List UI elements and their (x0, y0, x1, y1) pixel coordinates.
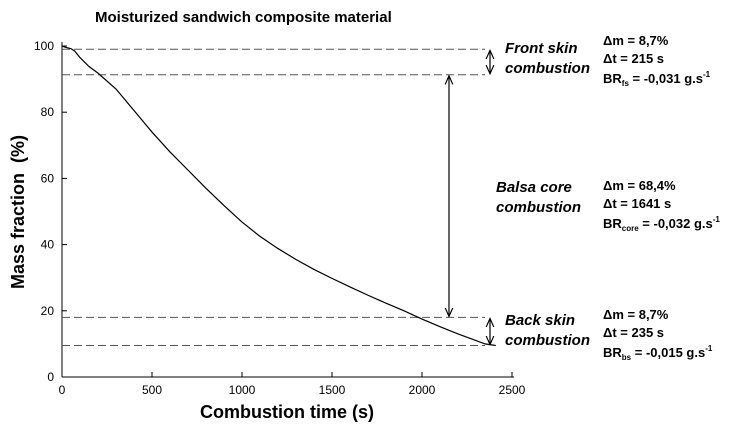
br-sub: fs (622, 79, 630, 88)
x-tick-label: 0 (59, 383, 66, 397)
annotation-label: combustion (505, 60, 590, 77)
delta-t: Δt = 1641 s (603, 196, 671, 211)
x-tick-label: 2000 (409, 383, 436, 397)
x-tick-label: 500 (142, 383, 162, 397)
y-tick-label: 40 (41, 238, 55, 252)
y-tick-label: 60 (41, 171, 55, 185)
y-tick-label: 20 (41, 304, 55, 318)
annotation-label: combustion (496, 199, 581, 216)
br-base: BR (603, 71, 622, 86)
burning-rate: BRfs = -0,031 g.s-1 (603, 70, 711, 88)
chart-title: Moisturized sandwich composite material (95, 9, 392, 26)
x-tick-label: 2500 (499, 383, 526, 397)
br-text: = -0,031 g.s (629, 71, 703, 86)
br-sup: -1 (703, 70, 711, 79)
burning-rate: BRcore = -0,032 g.s-1 (603, 215, 720, 233)
delta-m: Δm = 8,7% (603, 33, 669, 48)
br-sup: -1 (705, 344, 713, 353)
delta-t: Δt = 215 s (603, 51, 664, 66)
br-base: BR (603, 345, 622, 360)
y-axis-label: Mass fraction (%) (8, 135, 28, 289)
br-sub: bs (622, 353, 632, 362)
annotation-label: combustion (505, 332, 590, 349)
annotation-label: Balsa core (496, 179, 572, 196)
y-tick-label: 80 (41, 105, 55, 119)
br-sup: -1 (713, 215, 721, 224)
br-base: BR (603, 216, 622, 231)
annotation-label: Front skin (505, 40, 578, 57)
delta-t: Δt = 235 s (603, 325, 664, 340)
burning-rate: BRbs = -0,015 g.s-1 (603, 344, 713, 362)
br-text: = -0,015 g.s (631, 345, 705, 360)
annotation-label: Back skin (505, 312, 575, 329)
y-tick-label: 0 (47, 370, 54, 384)
line (61, 45, 496, 347)
delta-m: Δm = 68,4% (603, 178, 676, 193)
x-tick-label: 1000 (229, 383, 256, 397)
delta-m: Δm = 8,7% (603, 307, 669, 322)
y-tick-label: 100 (34, 39, 54, 53)
x-tick-label: 1500 (319, 383, 346, 397)
br-sub: core (622, 224, 639, 233)
br-text: = -0,032 g.s (639, 216, 713, 231)
x-axis-label: Combustion time (s) (200, 402, 374, 422)
